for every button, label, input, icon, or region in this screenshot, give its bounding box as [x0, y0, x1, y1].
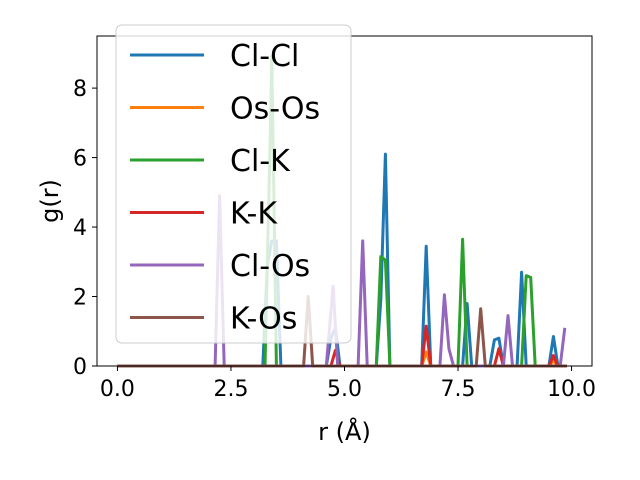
y-tick-label: 6	[73, 147, 87, 172]
legend-label: K-Os	[230, 302, 297, 337]
x-tick-label: 2.5	[213, 377, 248, 402]
legend-label: Cl-K	[230, 144, 291, 179]
y-axis: 0 2 4 6 8	[73, 77, 97, 380]
y-tick-label: 4	[73, 216, 87, 241]
x-tick-label: 10.0	[547, 377, 596, 402]
y-tick-label: 8	[73, 77, 87, 102]
legend: Cl-Cl Os-Os Cl-K K-K Cl-Os K-Os	[115, 24, 352, 344]
x-tick-label: 5.0	[327, 377, 362, 402]
x-tick-label: 7.5	[441, 377, 476, 402]
legend-label: Os-Os	[230, 92, 320, 127]
legend-label: K-K	[230, 197, 278, 232]
legend-label: Cl-Os	[230, 249, 310, 284]
x-tick-label: 0.0	[100, 377, 135, 402]
x-axis: 0.0 2.5 5.0 7.5 10.0	[100, 366, 596, 402]
x-axis-label: r (Å)	[318, 417, 371, 446]
legend-label: Cl-Cl	[230, 39, 299, 74]
y-tick-label: 2	[73, 286, 87, 311]
y-tick-label: 0	[73, 355, 87, 380]
y-axis-label: g(r)	[36, 179, 64, 223]
